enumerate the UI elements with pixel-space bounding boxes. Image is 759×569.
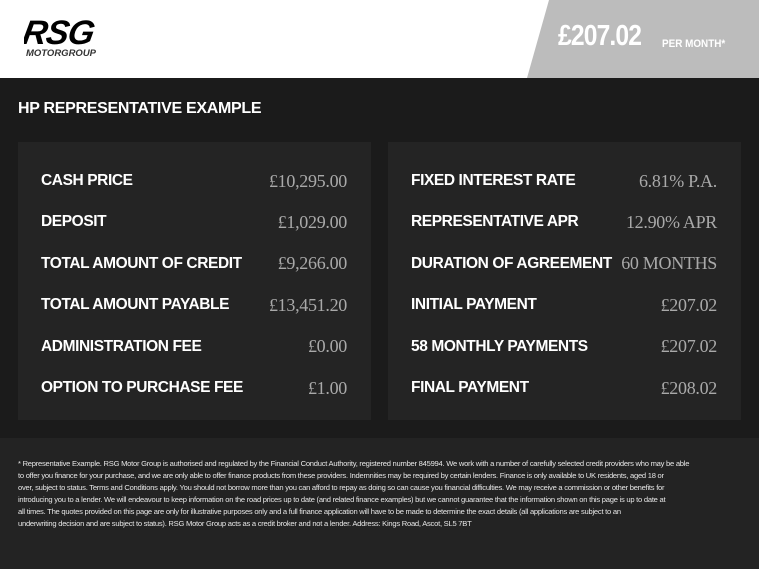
per-month-label: PER MONTH*	[662, 38, 726, 50]
disclaimer-line: over, subject to status. Terms and Condi…	[18, 483, 665, 493]
disclaimer-text: * Representative Example. RSG Motor Grou…	[18, 458, 689, 531]
monthly-price: £207.02	[558, 20, 642, 52]
finance-label: ADMINISTRATION FEE	[41, 337, 202, 355]
finance-value: £13,451.20	[268, 294, 347, 315]
finance-value: £208.02	[660, 377, 718, 398]
finance-panel-right: FIXED INTEREST RATE 6.81% P.A. REPRESENTAT…	[388, 142, 741, 420]
finance-label: DURATION OF AGREEMENT	[411, 254, 612, 272]
finance-row: TOTAL AMOUNT OF CREDIT £9,266.00	[41, 253, 348, 274]
finance-value: 60 MONTHS	[621, 253, 717, 274]
finance-panel-left: CASH PRICE £10,295.00 DEPOSIT £1,029.00 TOTA…	[18, 142, 371, 420]
svg-text:RSG: RSG	[24, 16, 97, 52]
finance-value: £207.02	[660, 336, 718, 357]
finance-label: REPRESENTATIVE APR	[411, 213, 579, 231]
finance-row: REPRESENTATIVE APR 12.90% APR	[411, 212, 717, 232]
finance-row: TOTAL AMOUNT PAYABLE £13,451.20	[41, 295, 347, 315]
finance-label: DEPOSIT	[41, 213, 107, 231]
finance-row: INITIAL PAYMENT £207.02	[411, 295, 717, 315]
finance-value: £207.02	[660, 294, 718, 315]
finance-row: FIXED INTEREST RATE 6.81% P.A.	[411, 171, 717, 191]
finance-label: CASH PRICE	[41, 172, 133, 189]
header: RSG MOTORGROUP £207.02 PER MONTH*	[0, 0, 759, 78]
disclaimer-line: underwriting decision and are subject to…	[18, 519, 472, 529]
finance-row: DEPOSIT £1,029.00	[41, 212, 347, 232]
rsg-logo: RSG MOTORGROUP	[24, 16, 97, 59]
finance-row: DURATION OF AGREEMENT 60 MONTHS	[411, 253, 717, 274]
finance-label: FIXED INTEREST RATE	[411, 172, 576, 189]
finance-row: OPTION TO PURCHASE FEE £1.00	[41, 378, 347, 398]
finance-value: 12.90% APR	[625, 211, 717, 232]
disclaimer-line: introducing you to a lender. We will end…	[18, 495, 666, 505]
disclaimer-footer	[0, 438, 759, 569]
disclaimer-line: to offer you finance for your purchase, …	[18, 471, 664, 481]
finance-row: ADMINISTRATION FEE £0.00	[41, 336, 347, 357]
finance-value: £1.00	[307, 377, 347, 398]
finance-row: 58 MONTHLY PAYMENTS £207.02	[411, 336, 718, 357]
finance-label: OPTION TO PURCHASE FEE	[41, 379, 243, 396]
finance-row: FINAL PAYMENT £208.02	[411, 378, 717, 398]
disclaimer-line: * Representative Example. RSG Motor Grou…	[18, 459, 690, 468]
finance-label: TOTAL AMOUNT OF CREDIT	[41, 254, 242, 272]
finance-label: TOTAL AMOUNT PAYABLE	[41, 296, 230, 314]
finance-value: 6.81% P.A.	[638, 170, 717, 191]
finance-value: £10,295.00	[268, 170, 347, 191]
disclaimer-line: all times. The quotes provided on this p…	[18, 507, 621, 517]
finance-row: CASH PRICE £10,295.00	[41, 171, 347, 191]
finance-value: £0.00	[307, 336, 347, 357]
section-title: HP REPRESENTATIVE EXAMPLE	[18, 100, 262, 117]
finance-value: £9,266.00	[277, 253, 348, 274]
monthly-price-box	[527, 0, 759, 78]
finance-label: INITIAL PAYMENT	[411, 296, 537, 314]
finance-value: £1,029.00	[277, 211, 348, 232]
finance-label: FINAL PAYMENT	[411, 379, 529, 396]
svg-text:MOTORGROUP: MOTORGROUP	[26, 48, 97, 59]
finance-label: 58 MONTHLY PAYMENTS	[411, 337, 588, 355]
